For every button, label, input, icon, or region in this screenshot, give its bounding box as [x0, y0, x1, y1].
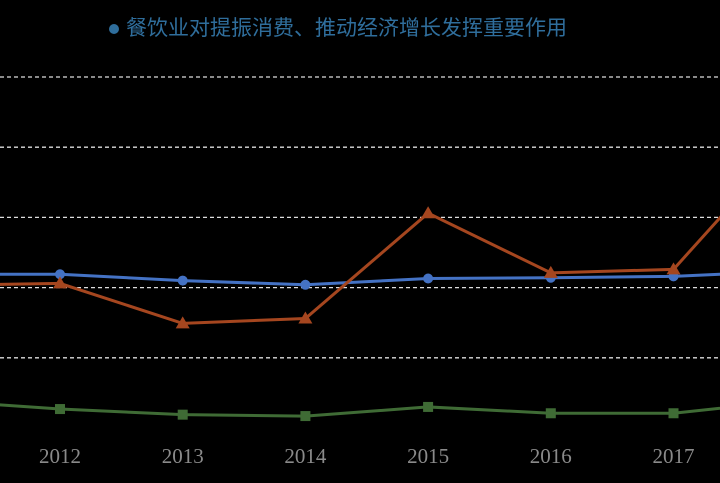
series-line — [0, 211, 720, 325]
point — [300, 279, 311, 290]
x-tick-label: 2012 — [39, 444, 81, 468]
x-tick-label: 2017 — [653, 444, 695, 468]
chart-title: 餐饮业对提振消费、推动经济增长发挥重要作用 — [126, 16, 567, 40]
point — [55, 404, 65, 415]
point — [421, 206, 436, 219]
x-tick-label: 2015 — [407, 444, 449, 468]
x-tick-label: 2013 — [162, 444, 204, 468]
point — [666, 262, 681, 275]
point — [423, 401, 434, 412]
point — [668, 408, 679, 419]
x-tick-label: 2016 — [530, 444, 572, 468]
point — [55, 269, 65, 280]
point — [298, 311, 313, 324]
point — [545, 408, 556, 419]
point — [177, 409, 188, 420]
title-bullet — [109, 24, 119, 34]
point — [423, 273, 434, 284]
point — [543, 265, 558, 278]
point — [175, 316, 190, 329]
series-line — [0, 272, 720, 287]
point — [300, 411, 311, 422]
point — [53, 276, 67, 289]
x-tick-label: 2014 — [284, 444, 327, 468]
point — [177, 275, 188, 286]
series-line — [0, 403, 720, 418]
